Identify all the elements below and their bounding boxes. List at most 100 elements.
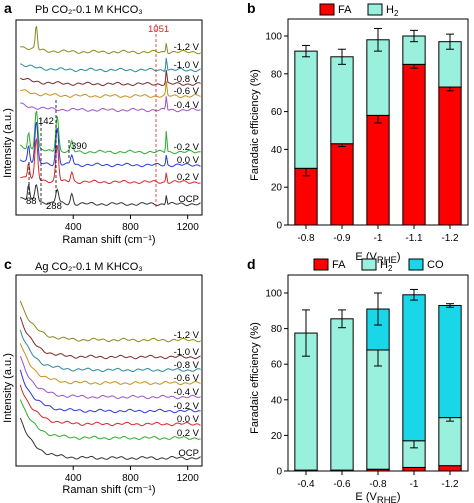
spectrum-0-8-v bbox=[20, 69, 201, 87]
series-label-0-0-v: 0.0 V bbox=[177, 414, 200, 425]
legend-swatch-h bbox=[361, 258, 377, 271]
series-label-1-0-v: -1.0 V bbox=[174, 347, 200, 358]
legend-label-fa: FA bbox=[332, 259, 346, 271]
x-tick-label: -0.8 bbox=[369, 479, 387, 490]
bar-h-0-8 bbox=[366, 349, 390, 470]
bar-fa-0-9 bbox=[330, 143, 354, 226]
panel-d-legend: FA H 2 CO bbox=[313, 258, 444, 273]
legend-label-fa: FA bbox=[338, 4, 352, 16]
x-tick-label: 1200 bbox=[177, 222, 200, 233]
legend-label-subscript: 2 bbox=[394, 9, 399, 18]
panel-c-title: Ag CO₂-0.1 M KHCO₃ bbox=[35, 261, 143, 273]
panel-a-series-labels: -1.2 V -1.0 V -0.8 V-0.6 V -0.4 V -0.2 V 0.0 … bbox=[174, 42, 200, 205]
legend-swatch-co bbox=[408, 258, 424, 271]
bar-fa-1-2 bbox=[438, 86, 462, 226]
panel-b-y-ticks: 0 20 40 60 80 100 bbox=[265, 32, 288, 232]
legend-swatch-fa bbox=[313, 258, 329, 271]
panel-c-xlabel: Raman shift (cm⁻¹) bbox=[62, 484, 155, 496]
x-tick-label: -1 bbox=[374, 233, 383, 244]
x-tick-label: 400 bbox=[65, 222, 82, 233]
panel-a-ylabel: Intensity (a.u.) bbox=[2, 108, 14, 178]
spectrum-0-2-v bbox=[20, 137, 201, 185]
legend-label-h: H bbox=[380, 259, 388, 271]
x-tick-label: -1.2 bbox=[441, 479, 459, 490]
x-tick-label: 800 bbox=[122, 473, 139, 484]
series-label-0-2-v: -0.2 V bbox=[174, 401, 200, 412]
panel-b-ylabel: Faradaic efficiency (%) bbox=[249, 69, 261, 181]
spectrum-1-2-v bbox=[20, 26, 201, 55]
y-tick-label: 80 bbox=[271, 324, 283, 335]
y-tick-label: 60 bbox=[271, 360, 283, 371]
y-tick-label: 40 bbox=[271, 145, 283, 156]
panel-a-spectra bbox=[19, 26, 201, 207]
y-tick-label: 60 bbox=[271, 107, 283, 118]
series-label-0-2-v: 0.2 V bbox=[177, 172, 200, 183]
series-label-1-2-v: -1.2 V bbox=[174, 330, 200, 341]
peak-142-label: 142 bbox=[38, 116, 54, 127]
legend-label-h: H bbox=[386, 4, 394, 16]
panel-b-legend: FA H 2 bbox=[319, 3, 399, 18]
series-label-0-6-v: -0.6 V bbox=[174, 86, 200, 97]
legend-label-co: CO bbox=[427, 259, 444, 271]
panel-d-bars bbox=[294, 288, 462, 472]
legend-swatch-h bbox=[367, 3, 383, 16]
legend-label-subscript: 2 bbox=[388, 264, 393, 273]
panel-c-x-ticks: 400 800 1200 bbox=[65, 466, 199, 484]
panel-a-frame bbox=[15, 19, 203, 216]
y-tick-label: 40 bbox=[271, 395, 283, 406]
spectrum-0-2-v bbox=[19, 110, 201, 155]
spectrum-1-0-v bbox=[20, 57, 201, 73]
panel-c: c Ag CO₂-0.1 M KHCO₃ Intensity (a.u.) -1… bbox=[2, 256, 203, 496]
bar-fa-0-8 bbox=[294, 167, 318, 226]
series-label-0-8-v: -0.8 V bbox=[174, 360, 200, 371]
spectrum-ocp bbox=[19, 417, 201, 461]
panel-d-xlabel: E (VRHE) bbox=[355, 491, 400, 503]
bar-h-0-8 bbox=[294, 50, 318, 169]
y-tick-label: 100 bbox=[265, 32, 282, 43]
panel-c-spectra bbox=[19, 300, 201, 461]
peak-390-label: 390 bbox=[71, 141, 87, 152]
x-tick-label: -1 bbox=[410, 479, 419, 490]
panel-c-series-labels: -1.2 V -1.0 V -0.8 V -0.6 V -0.4 V -0.2 V 0.0 … bbox=[174, 330, 200, 459]
bar-fa-1-2 bbox=[438, 465, 462, 472]
series-label-0-2-v: -0.2 V bbox=[174, 142, 200, 153]
spectrum-0-0-v bbox=[19, 121, 201, 168]
x-tick-label: -0.4 bbox=[297, 479, 315, 490]
x-tick-label: 800 bbox=[122, 222, 139, 233]
y-tick-label: 80 bbox=[271, 69, 283, 80]
legend-swatch-fa bbox=[319, 3, 335, 16]
panel-a-xlabel: Raman shift (cm⁻¹) bbox=[62, 234, 155, 246]
bar-fa-1 bbox=[366, 114, 390, 226]
x-tick-label: -0.9 bbox=[333, 233, 351, 244]
series-label-0-4-v: -0.4 V bbox=[174, 387, 200, 398]
spectrum-0-2-v bbox=[19, 369, 201, 414]
y-tick-label: 100 bbox=[265, 289, 282, 300]
x-tick-label: -1.2 bbox=[441, 233, 459, 244]
spectrum-0-8-v bbox=[19, 329, 201, 373]
series-label-0-0-v: 0.0 V bbox=[177, 155, 200, 166]
panel-b: b FA H 2 Faradaic efficiency (%) 0 20 40 60 80… bbox=[247, 0, 469, 266]
panel-b-x-ticks: -0.8 -0.9 -1 -1.1 -1.2 bbox=[297, 225, 459, 244]
panel-b-letter: b bbox=[247, 0, 256, 16]
spectrum-1-0-v bbox=[19, 316, 201, 360]
x-tick-label: -0.8 bbox=[297, 233, 315, 244]
spectrum-0-2-v bbox=[19, 399, 201, 441]
y-tick-label: 20 bbox=[271, 431, 283, 442]
panel-a-title: Pb CO₂-0.1 M KHCO₃ bbox=[35, 4, 143, 16]
spectrum-0-4-v bbox=[19, 356, 201, 400]
panel-c-ylabel: Intensity (a.u.) bbox=[2, 353, 14, 423]
x-tick-label: -1.1 bbox=[405, 233, 423, 244]
spectrum-0-6-v bbox=[19, 343, 201, 385]
series-label-0-4-v: -0.4 V bbox=[174, 100, 200, 111]
bar-co-1 bbox=[402, 294, 426, 442]
series-label-ocp: OCP bbox=[178, 194, 199, 205]
bar-h-1-2 bbox=[438, 417, 462, 467]
panel-c-frame bbox=[15, 274, 203, 467]
peak-1051-label: 1051 bbox=[148, 24, 169, 35]
series-label-1-2-v: -1.2 V bbox=[174, 42, 200, 53]
panel-a-x-ticks: 400 800 1200 bbox=[65, 215, 199, 233]
series-label-1-0-v: -1.0 V bbox=[174, 60, 200, 71]
bar-fa-1-1 bbox=[402, 63, 426, 226]
spectrum-0-6-v bbox=[20, 80, 201, 98]
